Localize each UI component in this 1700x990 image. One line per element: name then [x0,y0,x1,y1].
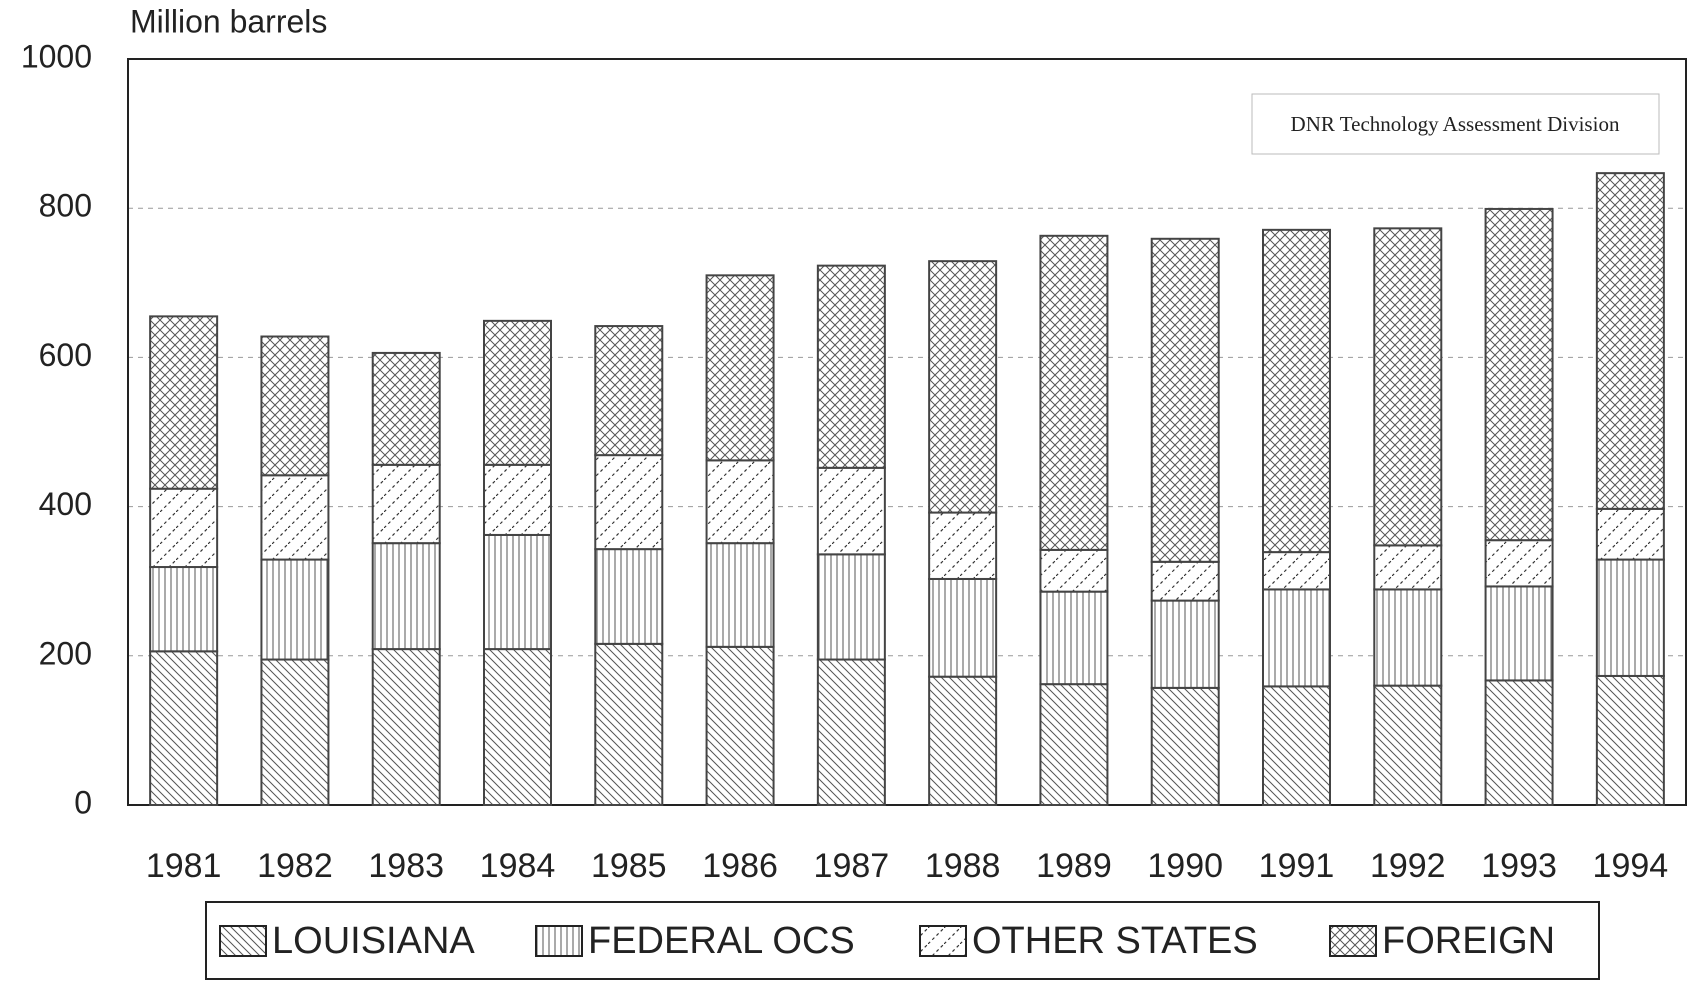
bar-segment [260,335,330,477]
bar-segment [1373,544,1443,591]
bar-segment [483,319,552,466]
legend-label: FEDERAL OCS [588,920,855,962]
bar-segment [1150,686,1220,806]
x-tick-label: 1994 [1593,847,1669,885]
bar-segment [1373,227,1443,547]
annotation: DNR Technology Assessment Division [1291,112,1620,136]
bar-segment [928,577,998,678]
legend-swatch [1329,925,1377,957]
bar-segment [928,260,998,514]
legend-swatch [219,925,267,957]
bar-segment [705,645,775,807]
bar-segment [483,533,552,651]
bar-segment [149,315,219,490]
bar-segment [1262,551,1331,591]
bar-segment [705,459,775,545]
bar-segment [149,566,219,653]
x-tick-label: 1989 [1036,847,1112,885]
bar-segment [816,466,886,556]
bar-segment [149,650,219,806]
bar-segment [260,658,330,807]
x-tick-label: 1988 [925,847,1001,885]
x-tick-label: 1993 [1481,847,1557,885]
bar-segment [816,658,886,807]
x-tick-label: 1985 [591,847,667,885]
bar-segment [483,463,552,536]
x-tick-label: 1986 [702,847,778,885]
bar-segment [1484,679,1554,807]
legend-swatch [535,925,583,957]
bar-segment [1484,207,1554,542]
bar-segment [1595,674,1665,807]
bar-segment [149,487,219,569]
bar-segment [1262,228,1331,554]
x-tick-label: 1991 [1259,847,1335,885]
bar-segment [928,675,998,806]
bar-segment [1150,560,1220,602]
bar-segment [1150,599,1220,689]
bar-segment [371,542,441,651]
y-tick-label: 600 [39,337,92,373]
bar-segment [1595,507,1665,561]
bar-segment [1595,558,1665,677]
bar-segment [1039,590,1109,686]
bar-segment [1595,172,1665,510]
y-tick-label: 800 [39,188,92,224]
x-tick-label: 1982 [257,847,333,885]
legend-label: FOREIGN [1382,920,1555,962]
bar-segment [705,274,775,462]
bar-segment [1484,585,1554,682]
bar-segment [1039,234,1109,551]
bar-segment [594,325,664,457]
bar-segment [260,474,330,561]
bar-segment [594,548,664,645]
bar-segment [816,553,886,661]
bar-segment [594,454,664,551]
annotation-box [1251,93,1660,155]
x-tick-label: 1992 [1370,847,1446,885]
bar-segment [816,264,886,469]
y-axis-label: Million barrels [130,3,327,39]
x-tick-label: 1983 [368,847,444,885]
legend-label: LOUISIANA [272,920,475,962]
bar-segment [1039,548,1109,593]
bar-segment [1373,684,1443,807]
bar-segment [928,511,998,580]
bar-segment [371,351,441,466]
bar-segment [705,542,775,648]
bar-segment [594,642,664,807]
x-tick-label: 1984 [480,847,556,885]
bar-segment [260,558,330,661]
bar-segment [1262,588,1331,688]
bar-segment [371,648,441,806]
bar-segment [1373,588,1443,687]
legend-swatch [919,925,967,957]
plot-frame [127,58,1687,806]
legend-label: OTHER STATES [972,920,1258,962]
bar-segment [1262,685,1331,806]
y-tick-label: 200 [39,635,92,671]
bar-segment [483,648,552,806]
y-tick-label: 400 [39,486,92,522]
bar-segment [1150,237,1220,563]
x-tick-label: 1987 [814,847,890,885]
bar-segment [1484,539,1554,588]
x-tick-label: 1981 [146,847,222,885]
bar-segment [371,463,441,545]
y-tick-label: 0 [74,784,92,820]
y-tick-label: 1000 [21,38,92,74]
bar-segment [1039,683,1109,807]
x-tick-label: 1990 [1147,847,1223,885]
